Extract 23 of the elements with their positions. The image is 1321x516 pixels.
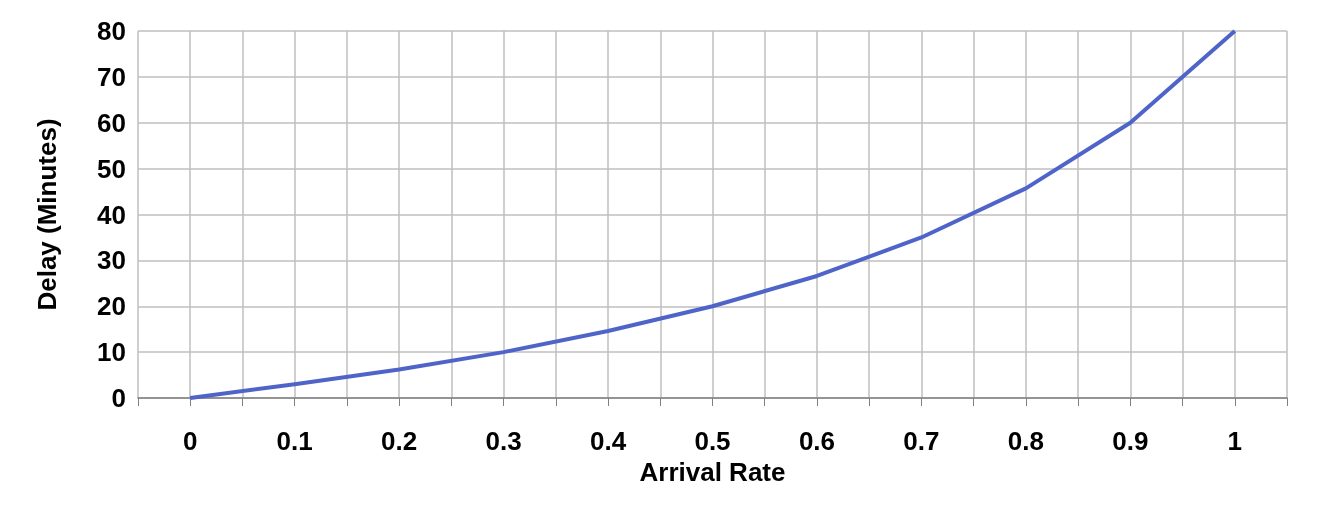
x-tick-label: 0.4 — [589, 426, 627, 456]
x-tick-label: 0.1 — [276, 426, 313, 456]
x-axis-title: Arrival Rate — [639, 456, 786, 487]
x-tick-label: 0.5 — [694, 426, 731, 456]
y-tick-label: 40 — [97, 199, 126, 230]
x-tick-label: 0.7 — [903, 426, 940, 456]
x-tick-label: 0 — [182, 426, 198, 456]
y-tick-label: 50 — [97, 153, 126, 184]
x-tick-label: 1 — [1227, 426, 1243, 456]
y-tick-label: 20 — [97, 291, 126, 322]
line-series — [188, 29, 1237, 400]
y-tick-label: 60 — [97, 107, 126, 138]
x-tick-label: 0.8 — [1007, 426, 1044, 456]
y-tick-label: 0 — [111, 383, 126, 413]
y-tick-label: 80 — [97, 16, 126, 46]
y-tick-label: 70 — [97, 61, 126, 92]
x-tick-label: 0.3 — [485, 426, 522, 456]
y-tick-label: 10 — [97, 337, 126, 368]
x-tick-label: 0.2 — [381, 426, 418, 456]
y-axis-title: Delay (Minutes) — [32, 118, 62, 311]
x-tick-label: 0.6 — [798, 426, 836, 456]
y-tick-label: 30 — [97, 245, 126, 276]
x-tick-label: 0.9 — [1112, 426, 1149, 456]
